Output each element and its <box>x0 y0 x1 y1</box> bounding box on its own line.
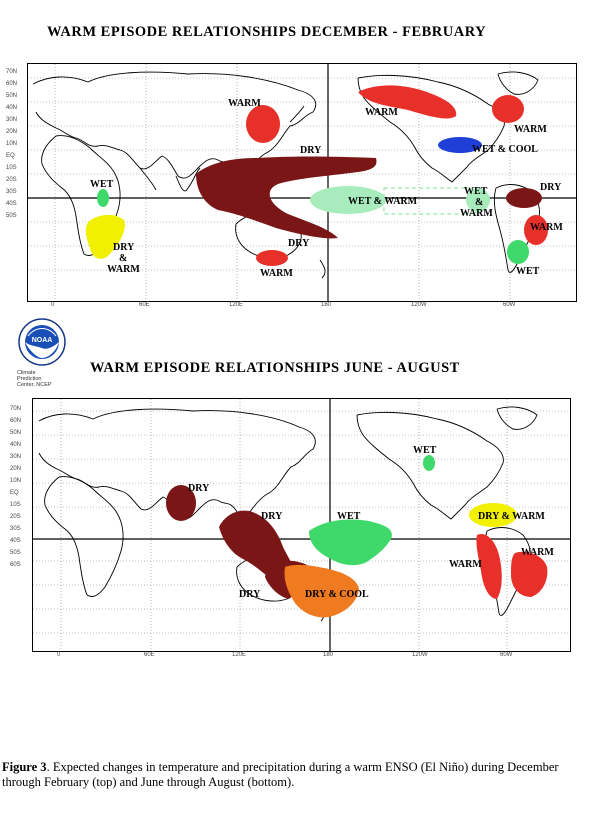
svg-text:DRY: DRY <box>288 238 310 249</box>
region-wet-nw-america <box>423 455 435 471</box>
region-dry-n-south-america <box>506 188 542 208</box>
svg-text:WARM: WARM <box>514 124 547 135</box>
svg-text:WET: WET <box>516 266 540 277</box>
label-dry-warm-3: WARM <box>107 264 140 275</box>
bottom-lat-axis: 70N 60N 50N 40N 30N 20N 10N EQ 10S 20S 30S 40S… <box>10 406 22 568</box>
bottom-map-title: WARM EPISODE RELATIONSHIPS JUNE - AUGUST <box>90 360 460 376</box>
label-wet-warm-ecuador-2: & <box>475 197 483 208</box>
region-wet-cool-gulf <box>438 137 482 153</box>
svg-text:DRY: DRY <box>188 483 210 494</box>
bottom-regions <box>166 455 548 618</box>
top-lon-axis: 0 60E 120E 180 120W 60W <box>51 302 516 308</box>
figure-label: Figure 3 <box>2 760 47 774</box>
svg-text:WARM: WARM <box>228 98 261 109</box>
top-labels: WARM WARM DRY WET & COOL WARM DRY WET WE… <box>90 98 563 279</box>
region-wet-warm-ecuador <box>466 188 490 212</box>
region-warm-se-australia <box>256 250 288 266</box>
svg-text:DRY: DRY <box>300 145 322 156</box>
svg-text:DRY: DRY <box>261 511 283 522</box>
svg-text:WET: WET <box>413 445 437 456</box>
label-dry-warm-1: DRY <box>113 242 135 253</box>
label-dry-warm-2: & <box>119 253 127 264</box>
svg-text:WET: WET <box>90 179 114 190</box>
svg-text:WARM: WARM <box>365 107 398 118</box>
region-dry-indonesia <box>196 156 377 239</box>
region-warm-ne-america <box>492 95 524 123</box>
label-wet-warm-ecuador-3: WARM <box>460 208 493 219</box>
region-dry-cool-australia <box>284 564 359 618</box>
svg-text:WARM: WARM <box>530 222 563 233</box>
top-map: WARM WARM DRY WET & COOL WARM DRY WET WE… <box>27 63 577 302</box>
svg-text:WET: WET <box>337 511 361 522</box>
region-warm-brazil <box>524 215 548 245</box>
svg-text:WARM: WARM <box>521 547 554 558</box>
svg-text:DRY: DRY <box>239 589 261 600</box>
svg-text:WARM: WARM <box>449 559 482 570</box>
region-wet-se-south-america <box>507 240 529 264</box>
label-wet-warm-ecuador-1: WET <box>464 186 488 197</box>
bottom-lon-axis: 0 60E 120E 180 120W 60W <box>57 652 513 658</box>
region-wet-warm-central-pacific <box>310 186 386 214</box>
svg-text:DRY & COOL: DRY & COOL <box>305 589 369 600</box>
svg-text:DRY: DRY <box>540 182 562 193</box>
figure-caption: Figure 3. Expected changes in temperatur… <box>2 760 600 790</box>
svg-text:WARM: WARM <box>260 268 293 279</box>
region-dry-warm-caribbean <box>469 503 517 527</box>
caption-text: . Expected changes in temperature and pr… <box>2 760 559 789</box>
top-lat-axis: 70N 60N 50N 40N 30N 20N 10N EQ 10S 20S 30S 40S… <box>6 69 18 219</box>
bottom-labels: DRY DRY DRY DRY & COOL WET WET DRY & WAR… <box>188 445 554 600</box>
svg-text:DRY & WARM: DRY & WARM <box>478 511 545 522</box>
noaa-logo: NOAA <box>18 318 66 366</box>
svg-text:WET & WARM: WET & WARM <box>348 196 418 207</box>
region-warm-e-south-america <box>511 551 548 597</box>
region-dry-warm-s-africa <box>85 214 125 259</box>
region-warm-w-south-america <box>476 533 502 599</box>
region-warm-east-asia <box>246 105 280 143</box>
bottom-map: DRY DRY DRY DRY & COOL WET WET DRY & WAR… <box>32 398 571 652</box>
region-wet-east-africa <box>97 189 109 207</box>
svg-text:WET & COOL: WET & COOL <box>472 144 538 155</box>
svg-text:NOAA: NOAA <box>32 337 53 344</box>
region-wet-central-pacific <box>309 519 392 566</box>
noaa-logo-text: Climate Prediction Center, NCEP <box>17 370 52 388</box>
top-map-title: WARM EPISODE RELATIONSHIPS DECEMBER - FE… <box>47 24 487 40</box>
top-regions <box>85 85 548 266</box>
region-warm-nw-america <box>358 85 457 119</box>
region-dry-india <box>166 485 196 521</box>
